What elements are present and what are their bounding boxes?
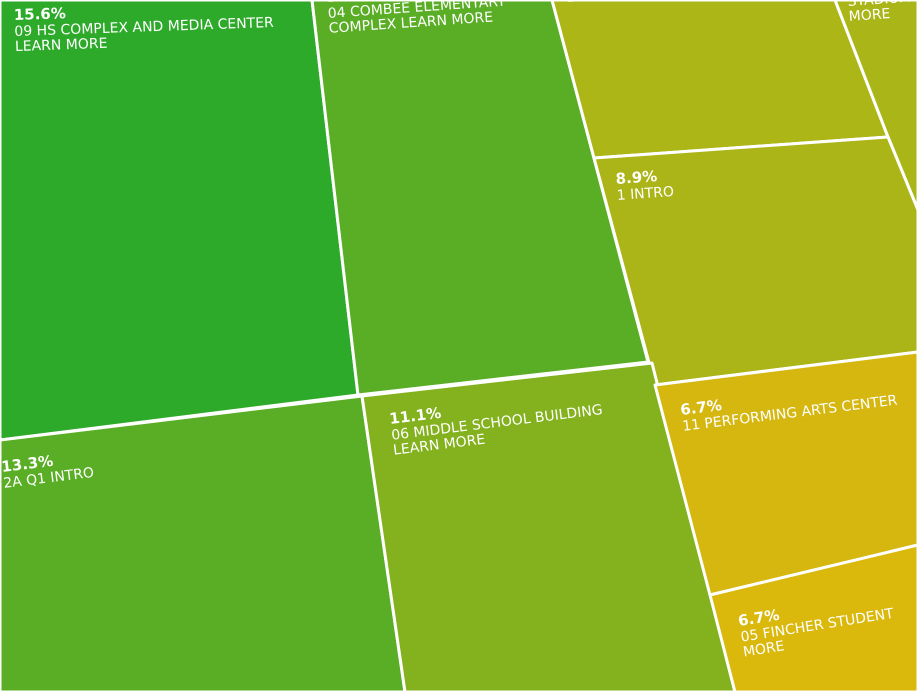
treemap-cell (592, 135, 918, 387)
treemap-cell (360, 361, 737, 692)
treemap-cell (0, 394, 407, 692)
cell-percent: 13.3% (326, 0, 379, 6)
cell-label: 1 INTRO (616, 184, 674, 204)
treemap-cell (550, 0, 890, 160)
treemap-cell (653, 350, 918, 597)
cell-label: LEARN MORE (15, 36, 108, 55)
cell-percent: 15.6% (14, 4, 67, 24)
treemap-cell (708, 543, 918, 692)
cell-percent: 6.7% (679, 396, 722, 419)
cell-percent: 8.9% (615, 167, 658, 188)
treemap-cell (0, 0, 360, 442)
cell-label: MORE (742, 638, 786, 660)
cell-label: STADIUM LEARN (847, 0, 918, 10)
cell-label: MORE (848, 6, 891, 25)
